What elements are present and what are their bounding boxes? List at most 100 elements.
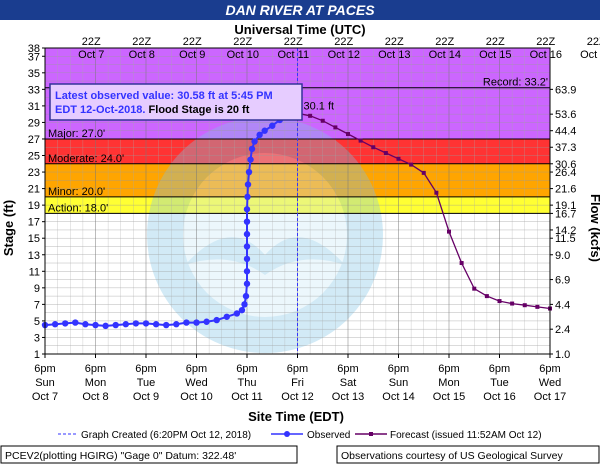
record-label: Record: 33.2': [483, 77, 548, 89]
info-line-2-flood: Flood Stage is 20 ft: [145, 104, 249, 116]
top-tick-hour: 22Z: [385, 36, 404, 48]
left-tick-label: 11: [29, 266, 40, 278]
bottom-tick-time: 6pm: [539, 363, 560, 375]
bottom-tick-time: 6pm: [287, 363, 308, 375]
left-tick-label: 17: [28, 217, 40, 229]
observed-point: [213, 316, 220, 324]
bottom-tick-date: Oct 16: [483, 391, 515, 403]
footer-source: Observations courtesy of US Geological S…: [341, 450, 564, 462]
plot-frame: [44, 47, 551, 355]
band-label-action: Action: 18.0': [48, 202, 108, 214]
observed-point: [247, 156, 254, 163]
right-tick-label: 21.6: [555, 184, 576, 196]
bottom-tick-time: 6pm: [489, 363, 510, 375]
observed-point: [72, 319, 79, 326]
forecast-point: [308, 113, 313, 118]
bottom-tick-date: Oct 10: [180, 391, 212, 403]
top-tick-hour: 22Z: [132, 36, 151, 48]
bottom-tick-date: Oct 9: [133, 391, 159, 403]
band-label-major: Major: 27.0': [48, 128, 105, 140]
left-tick-label: 19: [28, 200, 40, 212]
top-tick-hour: 22Z: [536, 36, 555, 48]
top-tick-day: Oct 9: [179, 49, 205, 61]
observed-point: [152, 321, 160, 328]
observed-point: [163, 321, 170, 329]
forecast-point: [447, 229, 451, 234]
top-tick-hour: 22Z: [486, 36, 505, 48]
bottom-tick-dow: Fri: [291, 377, 304, 389]
top-tick-day: Oct 17: [580, 49, 600, 61]
bottom-tick-date: Oct 8: [82, 391, 108, 403]
bottom-tick-dow: Wed: [539, 377, 561, 389]
forecast-point: [484, 294, 489, 299]
observed-point: [243, 268, 251, 275]
bottom-tick-time: 6pm: [85, 363, 106, 375]
right-tick-label: 63.9: [555, 84, 576, 96]
observed-point: [241, 301, 248, 308]
left-tick-label: 35: [28, 68, 40, 80]
chart-title: DAN RIVER AT PACES: [225, 2, 375, 18]
top-tick-day: Oct 10: [227, 49, 259, 61]
right-tick-label: 37.3: [555, 142, 576, 154]
bottom-tick-time: 6pm: [34, 363, 55, 375]
bottom-tick-time: 6pm: [186, 363, 207, 375]
observed-point: [142, 320, 150, 327]
right-tick-label: 30.6: [555, 159, 576, 171]
right-axis-ticks: 2.4 4.4 6.9 9.0 11.514.2 16.719.1 21.6 26.430.6…: [550, 84, 576, 361]
observed-point: [243, 243, 251, 250]
observed-point: [269, 122, 276, 129]
band-label-minor: Minor: 20.0': [48, 186, 105, 198]
forecast-point: [510, 301, 515, 306]
band-label-moderate: Moderate: 24.0': [48, 153, 124, 165]
x-axis-label: Site Time (EDT): [248, 409, 344, 424]
left-tick-label: 7: [34, 299, 40, 311]
title-bar: [0, 0, 600, 20]
top-tick-day: Oct 14: [429, 49, 461, 61]
top-tick-hour: 22Z: [233, 36, 252, 48]
forecast-point: [421, 170, 426, 175]
bottom-tick-dow: Tue: [137, 377, 156, 389]
left-tick-label: 25: [28, 151, 40, 163]
legend-observed: Observed: [307, 430, 350, 441]
top-tick-hour: 22Z: [183, 36, 202, 48]
bottom-tick-time: 6pm: [236, 363, 257, 375]
right-tick-label: 53.6: [555, 109, 576, 121]
footer-right-box: [336, 445, 600, 464]
observed-point: [233, 310, 241, 317]
y-axis-label-stage: Stage (ft): [1, 200, 16, 256]
forecast-point: [472, 286, 477, 291]
top-tick-day: Oct 13: [378, 49, 410, 61]
observed-point: [243, 280, 251, 287]
left-tick-label: 1: [34, 349, 40, 361]
y-axis-label-flow: Flow (kcfs): [588, 194, 600, 262]
bottom-tick-dow: Mon: [85, 377, 106, 389]
top-tick-day: Oct 11: [277, 49, 309, 61]
observed-point: [82, 321, 89, 328]
observed-point: [122, 321, 129, 328]
bottom-tick-time: 6pm: [135, 363, 156, 375]
info-line-2-date: EDT 12-Oct-2018.: [55, 104, 145, 116]
legend-graph-created: Graph Created (6:20PM Oct 12, 2018): [81, 430, 251, 441]
forecast-point: [522, 303, 527, 308]
bottom-tick-dow: Thu: [238, 377, 257, 389]
forecast-point: [409, 162, 414, 167]
right-tick-label: 6.9: [555, 275, 570, 287]
forecast-point: [434, 190, 439, 195]
legend-forecast: Forecast (issued 11:52AM Oct 12): [390, 430, 542, 441]
top-tick-hour: 22Z: [334, 36, 353, 48]
observed-point: [245, 168, 253, 176]
bottom-tick-time: 6pm: [388, 363, 409, 375]
right-tick-label: 16.7: [555, 208, 576, 220]
bottom-tick-dow: Wed: [185, 377, 207, 389]
left-tick-label: 3: [34, 332, 40, 344]
legend: Graph Created (6:20PM Oct 12, 2018) Obse…: [58, 430, 542, 441]
top-tick-hour: 22Z: [435, 36, 454, 48]
left-tick-label: 33: [28, 84, 40, 96]
bottom-tick-date: Oct 14: [382, 391, 414, 403]
observed-point: [238, 306, 246, 314]
top-tick-hour: 22Z: [82, 36, 101, 48]
bottom-tick-dow: Sun: [35, 377, 55, 389]
observed-point: [61, 320, 69, 327]
svg-text:EDT 12-Oct-2018. Flood Stage i: EDT 12-Oct-2018. Flood Stage is 20 ft: [55, 104, 250, 116]
